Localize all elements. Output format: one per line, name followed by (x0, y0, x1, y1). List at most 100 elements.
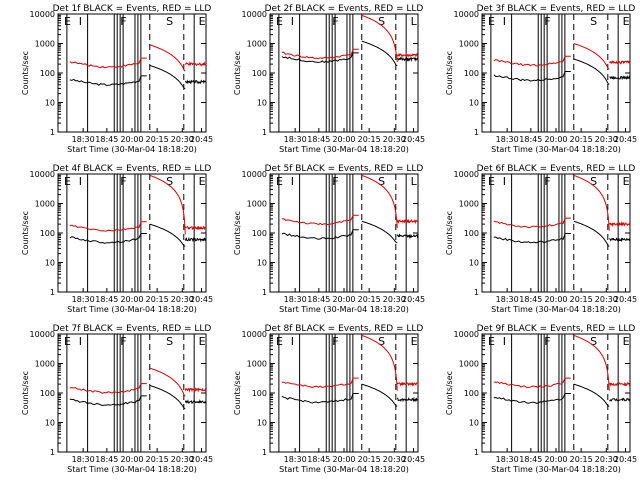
x-tick-label: 20:15 (146, 295, 169, 304)
segment-letter: E (276, 15, 283, 28)
x-tick-label: 20:00 (120, 455, 143, 464)
segment-letter: I (79, 335, 82, 348)
y-tick-label: 1 (262, 448, 267, 457)
y-tick-label: 1 (50, 128, 55, 137)
panel-1: Det 1f BLACK = Events, RED = LLD 1 10 100 10… (21, 4, 213, 154)
x-tick-label: 20:15 (358, 295, 381, 304)
segment-letter: F (332, 335, 338, 348)
segment-letter: F (332, 175, 338, 188)
y-axis-label: Counts/sec (233, 211, 242, 255)
panel-9: Det 9f BLACK = Events, RED = LLD 1 10 100 10… (445, 324, 637, 474)
y-tick-label: 100 (252, 389, 267, 398)
panel-8: Det 8f BLACK = Events, RED = LLD 1 10 100 10… (233, 324, 425, 474)
segment-letter: S (590, 335, 597, 348)
events-series-line (493, 58, 631, 85)
y-tick-label: 10 (469, 259, 479, 268)
panel-title: Det 7f BLACK = Events, RED = LLD (53, 324, 212, 334)
x-tick-label: 18:30 (284, 135, 307, 144)
y-tick-label: 10000 (242, 330, 267, 339)
segment-letter: S (378, 15, 385, 28)
x-tick-label: 18:45 (95, 455, 118, 464)
lld-series-line (281, 14, 419, 62)
y-tick-label: 1000 (247, 200, 267, 209)
panel-title: Det 5f BLACK = Events, RED = LLD (265, 164, 424, 174)
panel-title: Det 9f BLACK = Events, RED = LLD (477, 324, 636, 334)
x-tick-label: 20:15 (570, 455, 593, 464)
x-tick-label: 20:30 (383, 135, 406, 144)
y-tick-label: 1000 (247, 360, 267, 369)
y-tick-label: 10000 (30, 170, 55, 179)
y-axis-label: Counts/sec (21, 371, 30, 415)
y-axis-label: Counts/sec (445, 51, 454, 95)
y-tick-label: 10000 (242, 10, 267, 19)
x-tick-label: 20:30 (595, 295, 618, 304)
x-axis-label: Start Time (30-Mar-04 18:18:20) (491, 145, 621, 154)
panel-3: Det 3f BLACK = Events, RED = LLD 1 10 100 10… (445, 4, 637, 154)
x-tick-label: 20:15 (358, 135, 381, 144)
segment-letter: I (79, 15, 82, 28)
y-axis-label: Counts/sec (233, 51, 242, 95)
x-tick-label: 18:30 (496, 135, 519, 144)
x-axis-label: Start Time (30-Mar-04 18:18:20) (67, 465, 197, 474)
y-tick-label: 10 (469, 99, 479, 108)
lld-series-line (493, 43, 631, 70)
x-tick-label: 18:45 (519, 455, 542, 464)
y-tick-label: 100 (464, 229, 479, 238)
panel-title: Det 1f BLACK = Events, RED = LLD (53, 4, 212, 14)
segment-letter: S (378, 175, 385, 188)
events-series-line (69, 385, 207, 409)
events-series-line (69, 223, 207, 247)
x-tick-label: 20:30 (383, 295, 406, 304)
segment-letter: E (488, 175, 495, 188)
x-tick-label: 18:45 (95, 135, 118, 144)
lld-series-line (493, 334, 631, 391)
x-axis-label: Start Time (30-Mar-04 18:18:20) (279, 305, 409, 314)
y-tick-label: 1000 (459, 200, 479, 209)
x-axis-label: Start Time (30-Mar-04 18:18:20) (491, 465, 621, 474)
y-axis-label: Counts/sec (445, 371, 454, 415)
x-axis-label: Start Time (30-Mar-04 18:18:20) (279, 465, 409, 474)
x-tick-label: 20:30 (171, 295, 194, 304)
panel-title: Det 3f BLACK = Events, RED = LLD (477, 4, 636, 14)
panel-2: Det 2f BLACK = Events, RED = LLD 1 10 100 10… (233, 4, 425, 154)
segment-letter: E (64, 175, 71, 188)
panel-6: Det 6f BLACK = Events, RED = LLD 1 10 100 10… (445, 164, 637, 314)
x-tick-label: 20:45 (614, 455, 637, 464)
x-tick-label: 20:45 (190, 135, 213, 144)
segment-letter: L (411, 15, 418, 28)
y-axis-label: Counts/sec (21, 211, 30, 255)
x-tick-label: 18:30 (496, 295, 519, 304)
segment-letter: E (64, 335, 71, 348)
x-tick-label: 18:45 (307, 135, 330, 144)
segment-letter: E (199, 175, 206, 188)
x-tick-label: 20:45 (190, 295, 213, 304)
segment-letter: S (590, 175, 597, 188)
segment-letter: I (291, 15, 294, 28)
y-tick-label: 100 (252, 229, 267, 238)
x-tick-label: 18:30 (72, 295, 95, 304)
segment-letter: F (120, 15, 126, 28)
y-tick-label: 100 (252, 69, 267, 78)
y-tick-label: 10000 (454, 330, 479, 339)
panel-4: Det 4f BLACK = Events, RED = LLD 1 10 100 10… (21, 164, 213, 314)
y-tick-label: 100 (40, 229, 55, 238)
x-tick-label: 18:30 (284, 455, 307, 464)
x-tick-label: 20:15 (570, 295, 593, 304)
y-tick-label: 10000 (454, 10, 479, 19)
y-tick-label: 1 (474, 448, 479, 457)
x-tick-label: 18:45 (519, 295, 542, 304)
y-tick-label: 1 (50, 448, 55, 457)
x-tick-label: 20:00 (332, 135, 355, 144)
segment-letter: S (166, 175, 173, 188)
x-tick-label: 18:30 (72, 135, 95, 144)
events-series-line (281, 220, 419, 243)
y-tick-label: 10 (45, 99, 55, 108)
segment-letter: S (166, 335, 173, 348)
x-axis-label: Start Time (30-Mar-04 18:18:20) (491, 305, 621, 314)
y-tick-label: 10000 (242, 170, 267, 179)
lld-series-line (281, 334, 419, 391)
segment-letter: I (291, 335, 294, 348)
x-tick-label: 20:30 (171, 455, 194, 464)
lld-series-line (69, 367, 207, 397)
x-axis-label: Start Time (30-Mar-04 18:18:20) (67, 305, 197, 314)
